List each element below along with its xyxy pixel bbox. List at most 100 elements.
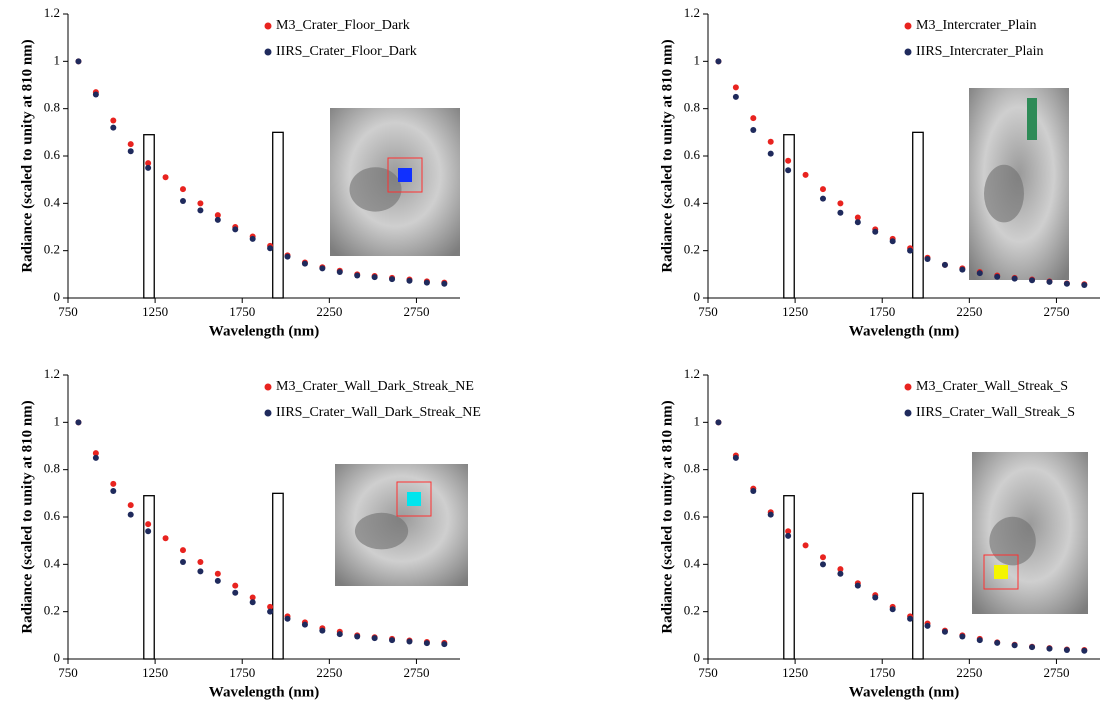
x-tick-label: 1250 — [782, 304, 808, 319]
data-point — [750, 115, 757, 122]
data-point — [179, 547, 186, 554]
x-tick-label: 2750 — [1043, 665, 1069, 680]
data-point — [837, 570, 844, 577]
data-point — [924, 622, 931, 629]
data-point — [267, 603, 274, 610]
band-box — [912, 131, 924, 299]
y-tick-label: 0 — [54, 289, 61, 304]
data-point — [976, 637, 983, 644]
data-point — [179, 558, 186, 565]
x-axis-title: Wavelength (nm) — [849, 323, 959, 339]
y-axis-title: Radiance (scaled to unity at 810 nm) — [19, 400, 35, 633]
inset-roi — [407, 492, 421, 506]
x-tick-label: 750 — [58, 665, 78, 680]
data-point — [994, 639, 1001, 646]
data-point — [423, 279, 430, 286]
data-point — [767, 138, 774, 145]
data-point — [441, 641, 448, 648]
data-point — [959, 633, 966, 640]
data-point — [854, 214, 861, 221]
y-tick-label: 1.2 — [684, 5, 700, 20]
data-point — [1011, 642, 1018, 649]
y-tick-label: 1.2 — [44, 366, 60, 381]
data-point — [802, 542, 809, 549]
data-point — [767, 150, 774, 157]
data-point — [785, 157, 792, 164]
data-point — [819, 554, 826, 561]
x-tick-label: 1750 — [229, 304, 255, 319]
data-point — [854, 219, 861, 226]
y-tick-label: 0.4 — [684, 555, 701, 570]
legend-marker — [904, 383, 912, 391]
data-point — [732, 454, 739, 461]
y-tick-label: 0.6 — [684, 147, 701, 162]
data-point — [406, 638, 413, 645]
data-point — [785, 532, 792, 539]
inset-image — [969, 88, 1069, 280]
x-tick-label: 1250 — [142, 304, 168, 319]
data-point — [767, 511, 774, 518]
data-point — [1029, 644, 1036, 651]
y-tick-label: 0.6 — [44, 147, 61, 162]
data-point — [214, 570, 221, 577]
legend-label: IIRS_Crater_Wall_Dark_Streak_NE — [276, 405, 481, 420]
data-point — [872, 228, 879, 235]
data-point — [371, 635, 378, 642]
data-point — [371, 274, 378, 281]
data-point — [145, 528, 152, 535]
y-tick-label: 0.8 — [684, 461, 700, 476]
y-tick-label: 0.2 — [684, 242, 700, 257]
x-tick-label: 750 — [698, 665, 718, 680]
inset-crater — [989, 516, 1036, 566]
data-point — [423, 640, 430, 647]
inset-roi — [994, 565, 1008, 579]
y-axis-title: Radiance (scaled to unity at 810 nm) — [659, 400, 675, 633]
data-point — [732, 93, 739, 100]
data-point — [197, 207, 204, 214]
inset-roi-box — [396, 481, 432, 517]
data-point — [127, 511, 134, 518]
data-point — [715, 58, 722, 65]
y-tick-label: 0.6 — [44, 508, 61, 523]
legend-marker — [904, 22, 912, 30]
data-point — [145, 160, 152, 167]
data-point — [854, 582, 861, 589]
y-tick-label: 0 — [694, 289, 701, 304]
data-point — [75, 419, 82, 426]
data-point — [319, 265, 326, 272]
data-point — [837, 200, 844, 207]
data-point — [406, 277, 413, 284]
data-point — [249, 599, 256, 606]
data-point — [336, 631, 343, 638]
data-point — [750, 487, 757, 494]
inset-roi — [398, 168, 412, 182]
x-axis-title: Wavelength (nm) — [209, 323, 319, 339]
y-tick-label: 0 — [54, 650, 61, 665]
data-point — [819, 561, 826, 568]
x-tick-label: 2250 — [316, 304, 342, 319]
legend-label: M3_Crater_Wall_Streak_S — [916, 379, 1068, 394]
legend-marker — [904, 48, 912, 56]
data-point — [92, 450, 99, 457]
data-point — [924, 255, 931, 262]
y-tick-label: 0.8 — [44, 461, 60, 476]
data-point — [179, 186, 186, 193]
data-point — [162, 174, 169, 181]
chart-panel: 0 0.2 0.4 0.6 0.8 1 1.2 750 1250 1750 2250 2750 Wave… — [659, 366, 1100, 700]
y-tick-label: 0 — [694, 650, 701, 665]
y-tick-label: 0.4 — [684, 194, 701, 209]
data-point — [750, 126, 757, 133]
y-tick-label: 1.2 — [44, 5, 60, 20]
data-point — [837, 209, 844, 216]
data-point — [1011, 275, 1018, 282]
band-box — [272, 492, 284, 660]
x-tick-label: 2750 — [403, 304, 429, 319]
inset-image — [335, 464, 468, 586]
data-point — [1046, 645, 1053, 652]
y-tick-label: 1 — [694, 413, 701, 428]
data-point — [1029, 277, 1036, 284]
data-point — [232, 226, 239, 233]
data-point — [214, 216, 221, 223]
x-tick-label: 1250 — [142, 665, 168, 680]
inset-image — [972, 452, 1088, 614]
